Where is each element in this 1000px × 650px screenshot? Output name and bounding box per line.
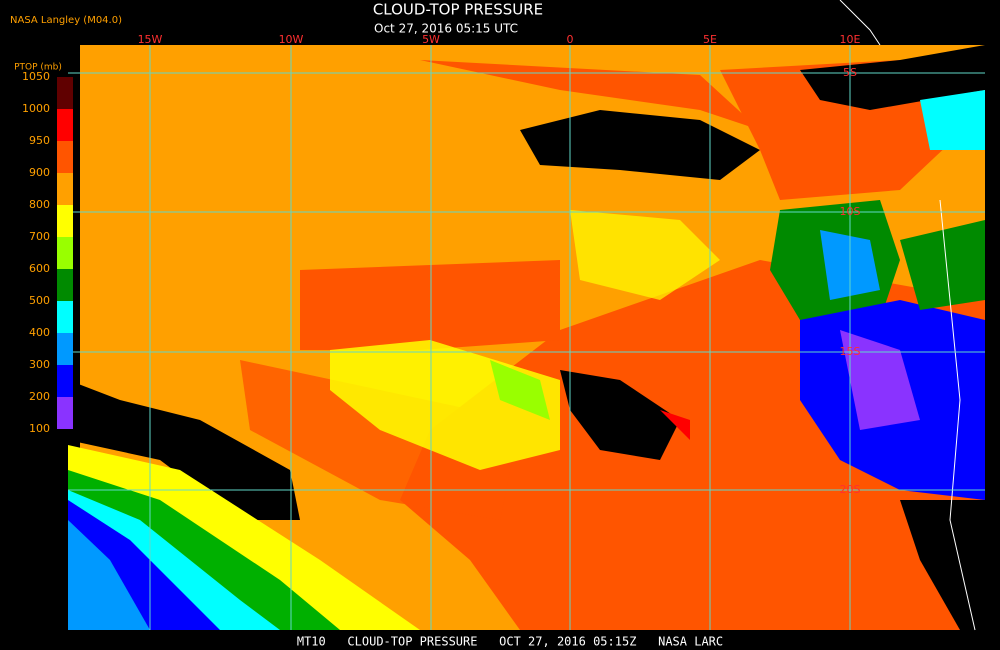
legend-swatch [57, 365, 73, 397]
legend-label: 400 [29, 326, 50, 339]
clear-sky [900, 500, 985, 630]
legend-swatch [57, 141, 73, 173]
latitude-label: 20S [840, 483, 861, 496]
cloud-blue [68, 520, 150, 630]
legend-label: 300 [29, 358, 50, 371]
cloud-green [900, 220, 985, 310]
clear-sky [800, 45, 985, 110]
footer-caption: MT10 CLOUD-TOP PRESSURE OCT 27, 2016 05:… [297, 635, 723, 649]
legend-label: 1050 [22, 70, 50, 83]
latitude-label: 10S [840, 205, 861, 218]
legend-label: 100 [29, 422, 50, 435]
legend-swatch [57, 77, 73, 109]
coastline [839, 0, 976, 631]
legend-title: PTOP (mb) [14, 63, 62, 73]
cloud-low [300, 260, 560, 350]
cloud-low [420, 60, 760, 130]
legend-swatch [57, 397, 73, 429]
cloud-green [490, 360, 550, 420]
clear-sky [520, 110, 760, 180]
clear-sky [68, 380, 300, 520]
clear-sky [560, 370, 680, 460]
legend-label: 1000 [22, 102, 50, 115]
legend: 1050 1000 950 900 800 700 600 500 400 300 200 100 [22, 70, 73, 435]
legend-label: 900 [29, 166, 50, 179]
legend-label: 800 [29, 198, 50, 211]
legend-label: 500 [29, 294, 50, 307]
legend-label: 700 [29, 230, 50, 243]
cloud-high [660, 410, 690, 440]
legend-swatch [57, 301, 73, 333]
legend-swatch [57, 237, 73, 269]
legend-swatch [57, 109, 73, 141]
legend-label: 600 [29, 262, 50, 275]
legend-label: 950 [29, 134, 50, 147]
legend-swatch [57, 333, 73, 365]
cloud-imagery [68, 0, 985, 631]
longitude-label: 10E [840, 33, 861, 46]
latitude-label: 5S [843, 66, 857, 79]
longitude-label: 0 [567, 33, 574, 46]
legend-swatch [57, 269, 73, 301]
title: CLOUD-TOP PRESSURE [373, 1, 543, 19]
legend-label: 200 [29, 390, 50, 403]
cloud-cyan [920, 90, 985, 150]
longitude-label: 5E [703, 33, 717, 46]
longitude-label: 15W [138, 33, 163, 46]
legend-swatch [57, 173, 73, 205]
longitude-label: 10W [279, 33, 304, 46]
timestamp: Oct 27, 2016 05:15 UTC [374, 22, 518, 36]
footer-bar [0, 633, 1000, 650]
longitude-label: 5W [422, 33, 440, 46]
cloud-yellow [570, 210, 720, 300]
latitude-label: 15S [840, 345, 861, 358]
source-label: NASA Langley (M04.0) [10, 15, 122, 26]
legend-swatch [57, 205, 73, 237]
cloud-low [240, 360, 520, 520]
cloud-purple [840, 330, 920, 430]
graticule: 15W 10W 5W 0 5E 10E 5S 10S 15S 20S [68, 33, 985, 630]
